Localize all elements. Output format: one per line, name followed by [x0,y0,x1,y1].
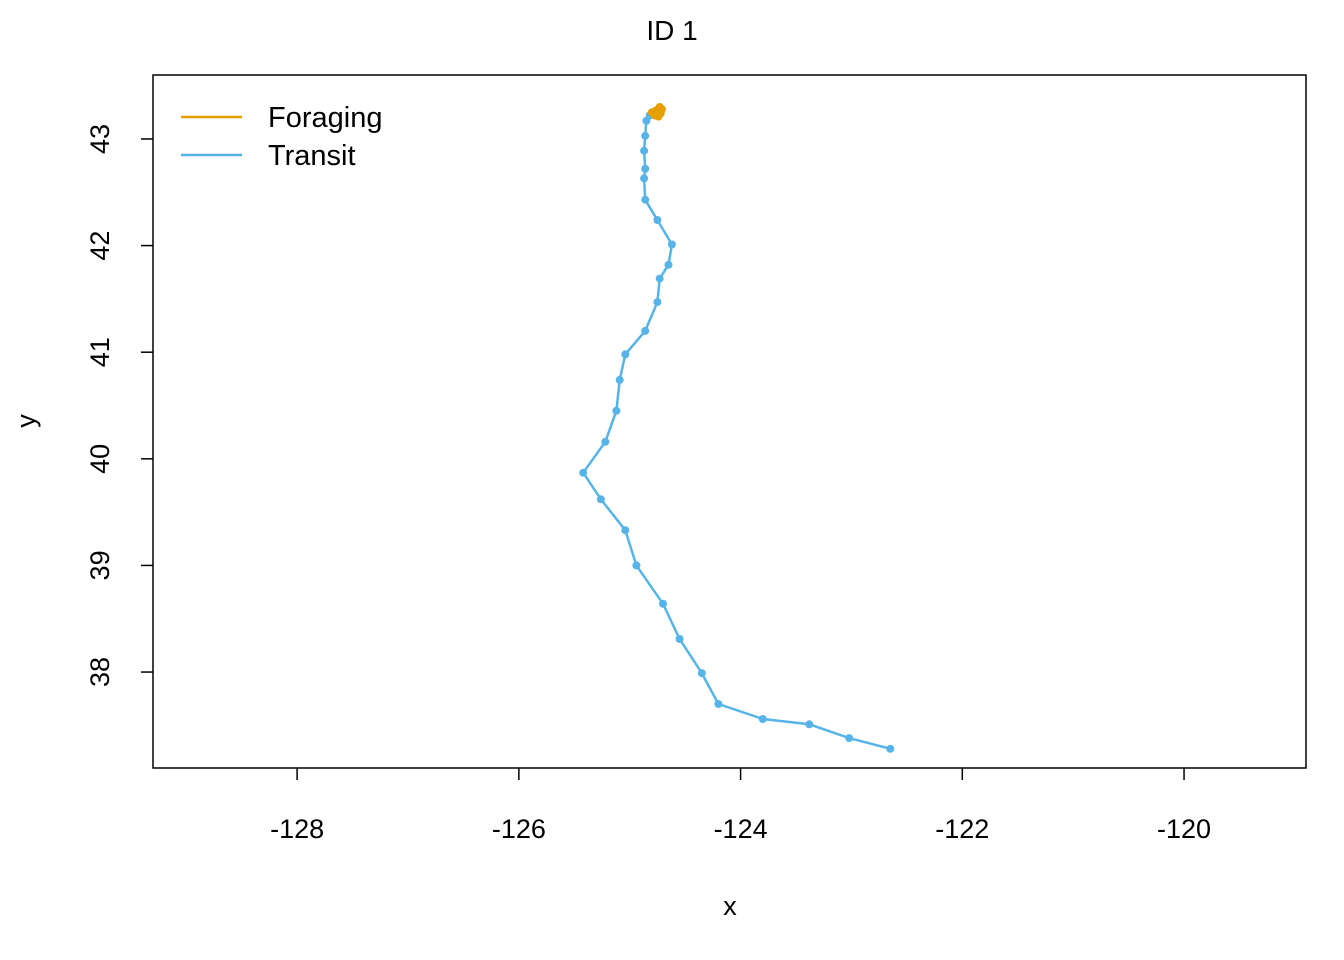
x-tick-label: -128 [270,814,324,844]
point-transit [632,561,641,570]
point-transit [641,164,650,173]
point-transit [621,350,630,359]
point-transit [667,240,676,249]
chart-title: ID 1 [646,15,697,46]
point-transit [758,715,767,723]
y-tick-label: 43 [85,124,115,154]
point-transit [653,216,662,224]
point-transit [641,195,650,204]
x-axis-label: x [723,891,737,921]
point-foraging [656,107,665,116]
plot-frame [152,74,1307,769]
point-transit [596,495,605,504]
x-tick-label: -124 [714,814,768,844]
series-layer [579,103,895,753]
x-axis: -128 -126 -124 -122 -120 [270,768,1211,844]
point-transit [640,146,649,155]
point-transit [886,744,895,753]
x-tick-label: -122 [935,814,989,844]
point-transit [675,635,684,643]
point-transit [621,526,630,535]
point-transit [653,298,662,307]
y-tick-label: 39 [85,550,115,580]
point-transit [615,375,624,384]
point-transit [805,720,814,729]
point-transit [641,131,650,140]
point-transit [641,326,650,335]
y-tick-label: 42 [85,231,115,261]
point-transit [640,174,649,183]
point-transit [659,599,667,608]
legend-label-foraging: Foraging [268,102,382,134]
y-tick-label: 41 [85,337,115,367]
x-tick-label: -126 [492,814,546,844]
legend-label-transit: Transit [268,140,356,172]
point-transit [612,406,621,415]
point-transit [714,700,723,708]
point-transit [655,274,664,283]
y-axis: 38 39 40 41 42 43 [85,124,153,687]
point-transit [601,437,610,446]
y-tick-label: 40 [85,444,115,474]
y-axis-label: y [11,414,41,428]
series-line-transit [581,111,891,751]
point-transit [697,669,706,678]
y-tick-label: 38 [85,657,115,687]
point-transit [845,734,854,743]
legend: Foraging Transit [181,102,382,172]
x-tick-label: -120 [1157,814,1211,844]
point-transit [579,468,588,477]
point-transit [664,260,673,269]
